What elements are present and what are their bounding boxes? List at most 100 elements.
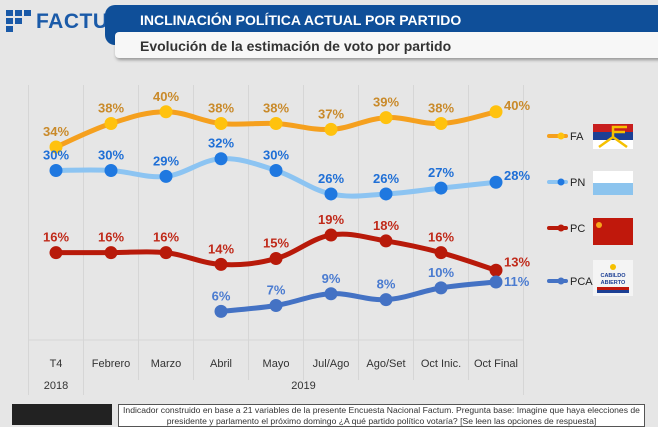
legend-marker [557, 178, 565, 186]
data-point-fa [379, 111, 393, 125]
legend-label: FA [570, 131, 584, 143]
data-point-pca [324, 287, 338, 301]
data-label: 18% [373, 218, 399, 233]
data-point-pca [269, 298, 283, 312]
legend-label: PCA [570, 276, 593, 288]
factum-logo-icon [6, 10, 31, 32]
x-tick-label: Jul/Ago [313, 358, 350, 370]
data-point-pn [214, 152, 228, 166]
chart-subtitle: Evolución de la estimación de voto por p… [140, 38, 452, 54]
data-label: 38% [263, 101, 289, 116]
data-label: 11% [504, 274, 530, 289]
data-label: 6% [212, 288, 231, 303]
data-label: 27% [428, 165, 454, 180]
data-label: 15% [263, 236, 289, 251]
logo-text: FACTUM [36, 10, 127, 33]
data-label: 38% [428, 101, 454, 116]
data-label: 34% [43, 124, 69, 139]
data-label: 32% [208, 136, 234, 151]
legend-marker [557, 277, 565, 285]
data-point-pn [489, 175, 503, 189]
data-point-pc [104, 246, 118, 260]
pn-flag-icon [593, 171, 633, 183]
legend-marker [557, 132, 565, 140]
x-tick-label: Mayo [263, 358, 290, 370]
pn-flag-band [593, 183, 633, 195]
pca-logo-text: ABIERTO [601, 280, 626, 286]
footer-note: Indicador construido en base a 21 variab… [118, 404, 645, 427]
data-label: 19% [318, 212, 344, 227]
pca-logo-stripe [597, 287, 629, 290]
legend-label: PN [570, 177, 585, 189]
data-label: 16% [428, 230, 454, 245]
x-tick-label: Ago/Set [366, 358, 405, 370]
fa-flag-emblem [598, 125, 628, 149]
data-label: 14% [208, 241, 234, 256]
data-point-fa [49, 140, 63, 154]
year-label: 2018 [44, 380, 68, 392]
data-point-pn [324, 187, 338, 201]
data-point-pca [214, 304, 228, 318]
data-point-pn [159, 169, 173, 183]
x-tick-label: Oct Inic. [421, 358, 461, 370]
data-point-pc [214, 257, 228, 271]
data-point-fa [104, 117, 118, 131]
data-point-fa [214, 117, 228, 131]
data-label: 7% [267, 282, 286, 297]
fa-flag-band [593, 140, 633, 149]
pca-logo-stripe [597, 290, 629, 293]
page-title: INCLINACIÓN POLÍTICA ACTUAL POR PARTIDO [140, 12, 462, 28]
data-point-pc [159, 246, 173, 260]
data-label: 10% [428, 265, 454, 280]
data-point-pca [379, 293, 393, 307]
data-label: 16% [153, 230, 179, 245]
subtitle-bar [115, 32, 658, 58]
footer-dark-box [12, 404, 112, 425]
data-label: 13% [504, 254, 530, 269]
data-point-pn [49, 163, 63, 177]
data-label: 29% [153, 153, 179, 168]
data-point-fa [434, 117, 448, 131]
x-tick-label: Oct Final [474, 358, 518, 370]
data-label: 30% [98, 147, 124, 162]
x-tick-label: Marzo [151, 358, 182, 370]
data-label: 38% [98, 101, 124, 116]
pc-flag-sun [596, 222, 602, 228]
data-label: 30% [43, 147, 69, 162]
data-label: 26% [373, 171, 399, 186]
data-label: 30% [263, 147, 289, 162]
data-label: 16% [98, 230, 124, 245]
data-label: 9% [322, 271, 341, 286]
data-label: 37% [318, 106, 344, 121]
legend-marker [557, 224, 565, 232]
data-point-pc [434, 246, 448, 260]
x-tick-label: Febrero [92, 358, 131, 370]
data-label: 26% [318, 171, 344, 186]
data-point-pn [379, 187, 393, 201]
factum-logo: FACTUM [6, 10, 127, 34]
data-point-fa [159, 105, 173, 119]
data-point-pn [269, 163, 283, 177]
pca-logo-text: CABILDO [600, 273, 626, 279]
x-tick-label: Abril [210, 358, 232, 370]
x-tick-label: T4 [50, 358, 63, 370]
data-label: 40% [153, 89, 179, 104]
data-point-pc [324, 228, 338, 242]
legend-label: PC [570, 223, 585, 235]
data-point-pc [379, 234, 393, 248]
data-point-pn [434, 181, 448, 195]
data-point-pc [49, 246, 63, 260]
data-label: 8% [377, 277, 396, 292]
data-point-fa [489, 105, 503, 119]
data-label: 39% [373, 95, 399, 110]
data-label: 40% [504, 98, 530, 113]
data-point-fa [324, 122, 338, 136]
data-point-fa [269, 117, 283, 131]
data-point-pn [104, 163, 118, 177]
data-point-pc [489, 263, 503, 277]
data-label: 38% [208, 101, 234, 116]
year-label: 2019 [291, 380, 315, 392]
pca-logo-sun [610, 264, 616, 270]
data-label: 28% [504, 168, 530, 183]
